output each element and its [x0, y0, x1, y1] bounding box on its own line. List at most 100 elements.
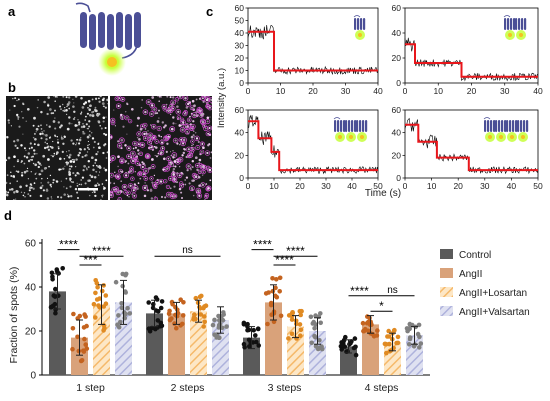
spot — [179, 144, 181, 146]
detected-spot-ring — [189, 126, 194, 131]
spot — [15, 190, 18, 193]
spot — [189, 115, 191, 118]
panel-label-c: c — [206, 4, 214, 19]
spot — [84, 101, 88, 104]
spot — [160, 136, 162, 138]
data-point — [406, 342, 412, 347]
spot — [37, 143, 40, 147]
spot — [47, 148, 51, 151]
data-point — [84, 323, 89, 329]
detected-spot-ring — [123, 190, 128, 195]
spot — [181, 128, 184, 131]
spot — [52, 96, 55, 97]
spot — [160, 151, 163, 154]
spot — [99, 124, 101, 127]
spot — [78, 151, 82, 155]
spot — [23, 192, 26, 194]
spot — [10, 187, 14, 191]
inset-helix — [526, 120, 529, 132]
spot — [46, 146, 49, 149]
legend-swatch — [440, 268, 453, 278]
detected-spot-ring — [163, 136, 169, 142]
data-point — [120, 271, 125, 277]
spot — [88, 144, 90, 146]
spot — [80, 125, 84, 129]
spot — [103, 132, 106, 135]
panel-c-xlabel: Time (s) — [365, 188, 401, 199]
spot — [141, 99, 144, 101]
detected-spot-ring — [171, 176, 178, 182]
spot — [152, 137, 155, 139]
spot — [10, 125, 12, 127]
inset-core — [499, 135, 503, 139]
detected-spot-ring — [208, 97, 212, 103]
spot — [126, 133, 128, 135]
spot — [62, 96, 65, 98]
spot — [191, 107, 193, 109]
spot — [169, 161, 171, 164]
spot — [203, 171, 205, 173]
spot — [184, 125, 188, 129]
spot — [192, 144, 194, 146]
detected-spot-ring — [159, 139, 165, 145]
legend-swatch — [440, 287, 453, 297]
data-point — [220, 317, 226, 323]
spot — [81, 155, 84, 159]
spot — [201, 143, 204, 145]
spot — [166, 142, 169, 145]
data-point — [255, 326, 261, 332]
data-point — [97, 296, 102, 301]
spot — [49, 145, 52, 148]
spot — [193, 113, 196, 117]
detected-spot-ring — [156, 125, 162, 132]
data-point — [52, 294, 58, 299]
spot — [131, 178, 134, 180]
detected-spot-ring — [145, 99, 152, 105]
spot — [133, 142, 136, 145]
x-category-label: 2 steps — [171, 382, 205, 394]
spot — [13, 155, 16, 159]
x-tick-label: 40 — [373, 86, 383, 96]
step-fit-line — [248, 30, 378, 72]
data-point — [256, 343, 262, 348]
spot — [121, 170, 124, 173]
spot — [208, 169, 211, 172]
detected-spot-ring — [127, 183, 134, 189]
detected-spot-ring — [121, 183, 128, 190]
spot — [194, 135, 196, 137]
spot — [90, 132, 93, 134]
data-point — [298, 312, 304, 318]
spot — [195, 191, 197, 193]
spot — [78, 123, 81, 126]
x-tick-label: 10 — [269, 181, 279, 191]
detected-spot-ring — [195, 187, 202, 194]
spot — [85, 115, 87, 118]
spot — [39, 132, 42, 136]
detected-spot-ring — [143, 167, 149, 174]
spot — [176, 172, 179, 175]
spot — [196, 168, 199, 172]
spot — [197, 189, 200, 192]
spot — [87, 127, 89, 130]
spot — [63, 109, 66, 112]
data-point — [174, 325, 179, 331]
detected-spot-ring — [179, 126, 186, 133]
data-point — [395, 334, 401, 340]
significance-label: **** — [253, 238, 272, 252]
spot — [73, 158, 75, 161]
detected-spot-ring — [172, 137, 179, 144]
detected-spot-ring — [153, 196, 158, 200]
spot — [137, 116, 140, 120]
detected-spot-ring — [175, 109, 182, 115]
spot — [26, 170, 29, 173]
spot — [183, 112, 186, 115]
spot — [92, 146, 95, 149]
x-tick-label: 10 — [434, 86, 444, 96]
spot — [207, 144, 210, 147]
spot — [167, 193, 170, 196]
detected-spot-ring — [165, 108, 172, 114]
detected-spot-ring — [129, 150, 136, 157]
detected-spot-ring — [168, 176, 173, 181]
data-point — [353, 352, 359, 358]
spot — [84, 182, 87, 185]
